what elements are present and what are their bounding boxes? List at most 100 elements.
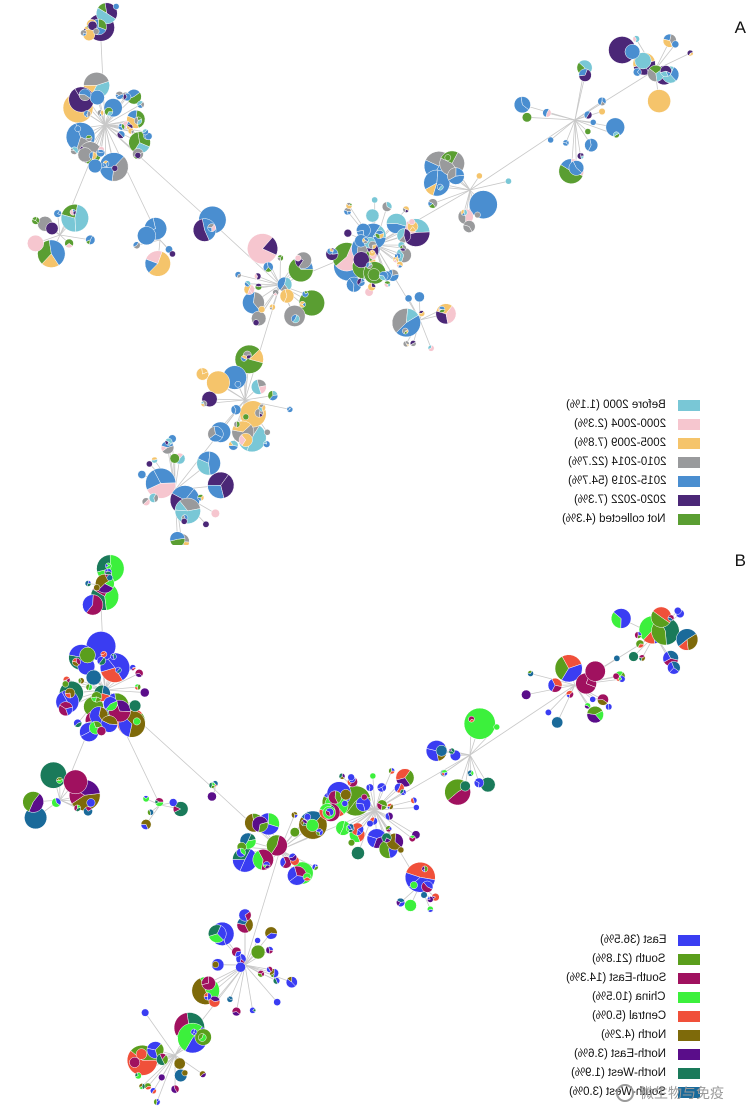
network-edge <box>59 234 91 241</box>
legend-swatch <box>678 992 700 1003</box>
legend-label: China (10.5%) <box>592 991 666 1003</box>
haplotype-node <box>584 702 591 710</box>
haplotype-node <box>58 701 74 717</box>
haplotype-node <box>151 456 158 464</box>
network-edge <box>550 119 576 141</box>
network-edge <box>104 689 145 693</box>
network-edge <box>546 112 576 121</box>
haplotype-node <box>45 222 59 235</box>
panel-a: A Before 2000 (1.1%) 2000-2004 (2.3%) 2005… <box>0 0 748 545</box>
haplotype-node <box>156 1053 169 1066</box>
haplotype-node <box>80 29 87 37</box>
network-edge <box>104 104 141 126</box>
haplotype-node <box>340 789 352 801</box>
haplotype-node <box>60 204 89 233</box>
legend-item: East (36.5%) <box>540 931 700 950</box>
legend-item: China (10.5%) <box>540 988 700 1007</box>
haplotype-node <box>577 152 585 160</box>
haplotype-node <box>448 747 455 755</box>
haplotype-node <box>545 709 552 716</box>
haplotype-node <box>562 139 570 147</box>
haplotype-node <box>338 773 346 780</box>
legend-label: South-East (14.3%) <box>565 972 666 984</box>
haplotype-node <box>365 208 380 223</box>
haplotype-node <box>85 235 96 245</box>
haplotype-node <box>56 776 63 784</box>
haplotype-node <box>128 699 142 712</box>
haplotype-node <box>399 789 407 796</box>
haplotype-node <box>566 690 574 699</box>
legend-label: North-West (1.9%) <box>570 1067 666 1079</box>
haplotype-node <box>365 783 374 792</box>
haplotype-node <box>347 839 356 847</box>
haplotype-node <box>589 119 597 126</box>
haplotype-node <box>202 520 210 528</box>
haplotype-node <box>242 413 250 421</box>
haplotype-node <box>633 67 642 77</box>
haplotype-node <box>355 796 371 812</box>
network-edge <box>144 1012 176 1056</box>
network-edge <box>374 809 389 830</box>
haplotype-node <box>399 244 407 252</box>
haplotype-node <box>394 252 401 260</box>
haplotype-node <box>236 847 246 858</box>
watermark-text: 微生物与免疫 <box>640 1085 724 1101</box>
haplotype-node <box>285 976 298 989</box>
haplotype-node <box>303 813 312 821</box>
legend-label: North-East (3.6%) <box>573 1048 666 1060</box>
haplotype-node <box>584 138 599 152</box>
haplotype-node <box>300 819 308 827</box>
haplotype-node <box>402 327 409 335</box>
haplotype-node <box>133 241 141 249</box>
haplotype-node <box>89 90 105 106</box>
legend-item: South-East (14.3%) <box>540 969 700 988</box>
haplotype-node <box>421 880 434 893</box>
haplotype-node <box>31 216 40 225</box>
haplotype-node <box>252 849 274 871</box>
haplotype-node <box>203 992 212 1001</box>
haplotype-node <box>134 1072 142 1080</box>
haplotype-node <box>136 100 145 109</box>
haplotype-node <box>547 678 563 693</box>
haplotype-node <box>325 807 334 817</box>
haplotype-node <box>226 996 234 1003</box>
haplotype-node <box>87 20 98 31</box>
haplotype-node <box>420 891 428 899</box>
haplotype-node <box>266 834 288 857</box>
haplotype-node <box>100 650 108 658</box>
haplotype-node <box>158 1073 166 1081</box>
haplotype-node <box>70 146 79 155</box>
haplotype-node <box>85 135 93 142</box>
haplotype-node <box>413 804 420 811</box>
network-edge <box>244 849 281 966</box>
haplotype-node <box>554 654 583 683</box>
haplotype-node <box>547 136 554 144</box>
haplotype-node <box>568 160 585 176</box>
haplotype-node <box>234 271 242 279</box>
legend-label: Before 2000 (1.1%) <box>566 399 666 411</box>
haplotype-node <box>650 606 672 628</box>
network-edge <box>214 224 281 286</box>
network-edge <box>372 775 376 811</box>
haplotype-node <box>667 661 681 675</box>
haplotype-node <box>347 823 354 831</box>
haplotype-node <box>207 791 217 802</box>
haplotype-node <box>427 906 434 913</box>
haplotype-node <box>371 196 378 204</box>
network-edge <box>244 964 292 983</box>
haplotype-node <box>341 800 349 807</box>
network-edge <box>236 964 246 1012</box>
haplotype-node <box>258 305 266 313</box>
haplotype-node <box>251 379 267 395</box>
haplotype-node <box>78 88 92 101</box>
haplotype-node <box>200 400 208 407</box>
legend-item: North-East (3.6%) <box>540 1045 700 1064</box>
haplotype-node <box>135 1048 148 1060</box>
network-edge <box>374 754 471 811</box>
legend-a: Before 2000 (1.1%) 2000-2004 (2.3%) 2005-2… <box>540 396 700 529</box>
network-edge <box>156 1054 176 1103</box>
haplotype-node <box>350 822 364 836</box>
haplotype-node <box>356 223 371 238</box>
haplotype-node <box>266 966 273 973</box>
haplotype-node <box>238 908 252 922</box>
